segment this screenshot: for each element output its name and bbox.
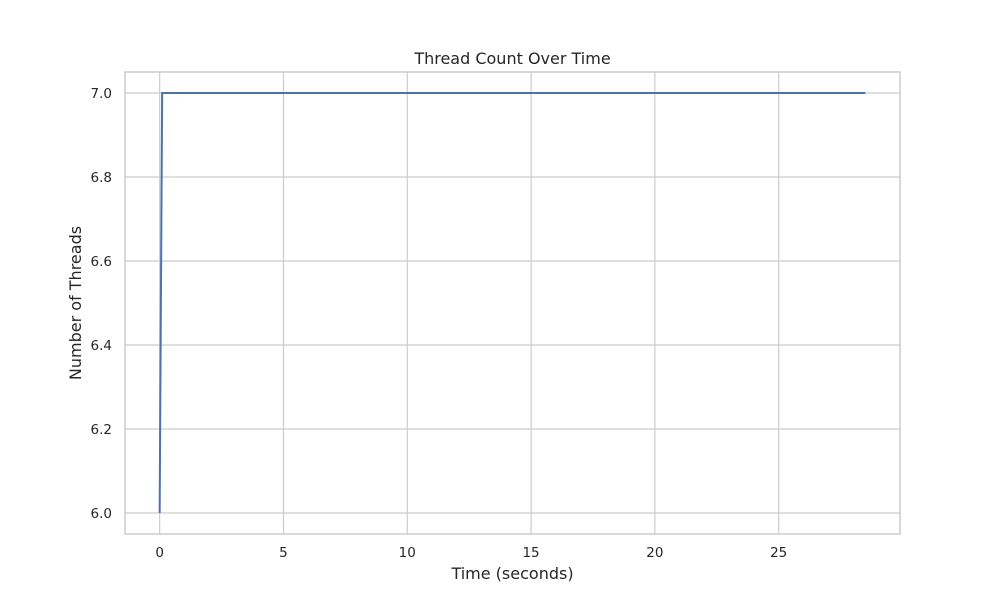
x-tick-labels: 0 5 10 15 20 25 [155, 545, 787, 561]
x-tick-label: 0 [155, 545, 164, 561]
series-layer [158, 92, 866, 514]
x-tick-label: 25 [770, 545, 787, 561]
chart-title: Thread Count Over Time [413, 49, 610, 68]
y-tick-label: 6.8 [91, 170, 112, 186]
series-line [158, 92, 866, 514]
y-tick-label: 7.0 [91, 86, 112, 102]
plot-frame [124, 71, 901, 535]
y-tick-label: 6.0 [91, 506, 112, 522]
y-axis-label: Number of Threads [66, 226, 85, 380]
x-axis-label: Time (seconds) [450, 564, 573, 583]
x-tick-label: 5 [279, 545, 288, 561]
y-tick-label: 6.4 [91, 338, 112, 354]
y-tick-labels: 6.0 6.2 6.4 6.6 6.8 7.0 [91, 86, 112, 522]
y-tick-label: 6.2 [91, 422, 112, 438]
x-tick-label: 15 [522, 545, 539, 561]
x-tick-label: 10 [399, 545, 416, 561]
plot-background [125, 72, 900, 534]
y-tick-label: 6.6 [91, 254, 112, 270]
x-tick-label: 20 [646, 545, 663, 561]
